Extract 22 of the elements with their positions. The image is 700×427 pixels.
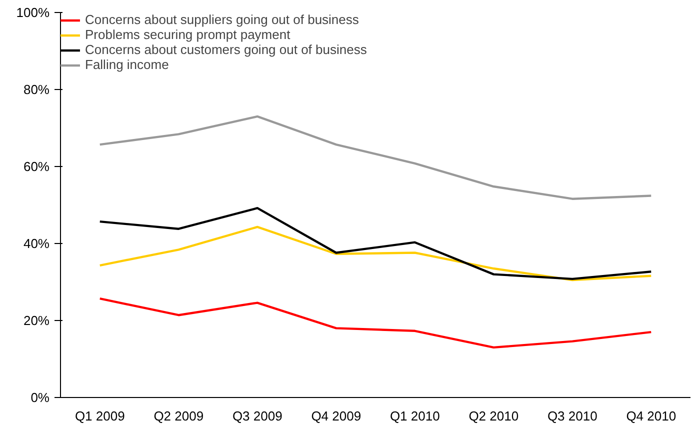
- line-series: [98, 226, 652, 282]
- y-tick-label: 80%: [23, 82, 50, 97]
- x-tick-label: Q3 2010: [547, 408, 598, 424]
- x-tick-label: Q4 2009: [311, 408, 362, 424]
- y-tick-label: 40%: [23, 236, 50, 251]
- legend-label: Concerns about suppliers going out of business: [85, 12, 359, 27]
- y-tick-label: 0%: [30, 390, 50, 405]
- line-series: [98, 115, 652, 200]
- x-tick-label: Q2 2009: [154, 408, 204, 424]
- x-tick-label: Q2 2010: [468, 408, 519, 424]
- y-tick-label: 60%: [23, 159, 50, 174]
- legend-label: Falling income: [85, 57, 169, 72]
- x-tick-label: Q1 2009: [74, 408, 125, 424]
- line-series: [98, 297, 652, 349]
- y-tick-label: 100%: [16, 5, 50, 20]
- y-tick-label: 20%: [23, 313, 50, 328]
- legend-label: Problems securing prompt payment: [85, 27, 290, 42]
- x-tick-label: Q4 2010: [626, 408, 676, 424]
- x-tick-label: Q3 2009: [232, 408, 282, 424]
- legend-label: Concerns about customers going out of business: [85, 42, 367, 57]
- line-series: [98, 206, 652, 280]
- x-tick-label: Q1 2010: [390, 408, 440, 424]
